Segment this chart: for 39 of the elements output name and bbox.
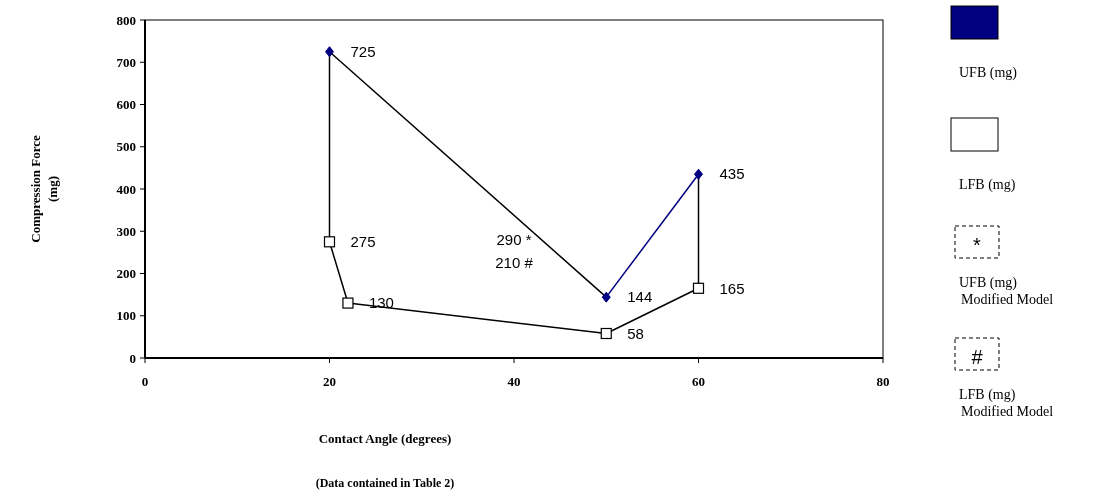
x-tick-label: 0	[141, 374, 149, 389]
data-label: 58	[627, 324, 644, 342]
data-label: 165	[719, 279, 745, 297]
y-axis-title: Compression Force (mg)	[28, 135, 60, 243]
annotation: 210 #	[495, 254, 534, 272]
data-label: 144	[627, 288, 653, 306]
y-tick-label: 200	[116, 266, 136, 282]
y-tick-label: 300	[116, 223, 136, 239]
point	[692, 282, 705, 294]
point	[342, 297, 354, 309]
point	[694, 168, 703, 180]
data-label: 130	[368, 294, 394, 312]
point	[325, 46, 334, 58]
text: *	[973, 234, 982, 256]
point	[600, 327, 612, 340]
text: UFB (mg)	[959, 65, 1018, 81]
x-tick-label: 40	[507, 374, 521, 389]
y-tick-label: 600	[116, 97, 136, 113]
y-tick-label: 400	[116, 181, 136, 197]
x-tick-label: 80	[876, 374, 890, 389]
y-tick-label: 700	[116, 54, 136, 70]
x-axis-title: Contact Angle (degrees)	[318, 431, 452, 446]
text: UFB (mg) Modified Model	[959, 275, 1054, 307]
y-tick-label: 0	[129, 350, 136, 366]
text: LFB (mg) Modified Model	[959, 387, 1054, 419]
point	[601, 291, 611, 303]
y-tick-label: 100	[116, 308, 136, 324]
text: (Data contained in Table 2)	[315, 476, 455, 490]
y-tick-label: 500	[116, 139, 136, 155]
data-label: 435	[719, 165, 745, 183]
point	[323, 236, 336, 248]
x-tick-label: 60	[692, 374, 705, 389]
data-label: 275	[350, 233, 376, 251]
data-label: 725	[350, 42, 376, 60]
text: #	[971, 346, 984, 368]
text: LFB (mg)	[959, 177, 1016, 193]
annotation: 290 *	[496, 231, 532, 249]
y-tick-label: 800	[116, 12, 136, 28]
x-tick-label: 20	[323, 374, 336, 389]
